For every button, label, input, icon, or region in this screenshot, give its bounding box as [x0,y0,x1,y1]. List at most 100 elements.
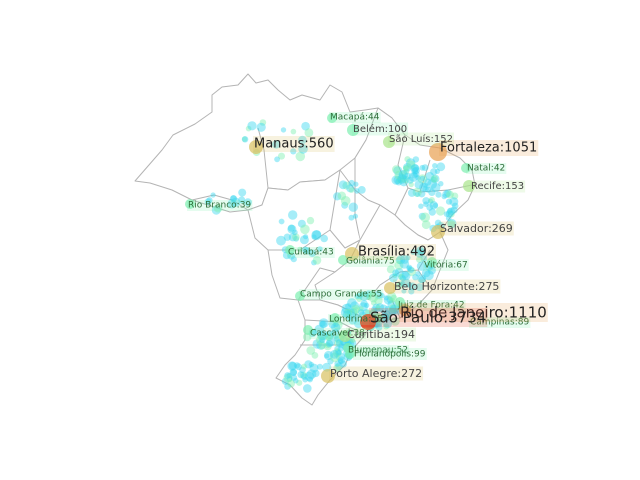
small-city-bubble [346,184,355,193]
small-city-bubble [371,306,378,313]
small-city-bubble [393,176,402,185]
city-bubble-belem[interactable] [347,124,359,136]
small-city-bubble [414,180,424,190]
city-label-blumenau: Blumenau:52 [348,346,408,356]
city-bubble-macapa[interactable] [327,113,337,123]
small-city-bubble [334,339,342,347]
small-city-bubble [446,190,454,199]
city-bubble-florianopolis[interactable] [345,349,355,359]
city-label-bg-sao-paulo [369,308,488,327]
small-city-bubble [358,302,368,312]
city-bubble-natal[interactable] [461,163,471,173]
city-bubble-londrina[interactable] [330,313,340,323]
small-city-bubble [416,261,427,271]
small-city-bubble [348,202,358,212]
city-bubble-fortaleza[interactable] [429,143,447,161]
small-city-bubble [366,293,372,299]
small-city-bubble [396,176,403,184]
city-bubble-rio-de-janeiro[interactable] [399,304,411,316]
small-city-bubble [444,189,452,197]
city-bubble-salvador[interactable] [431,225,445,239]
small-city-bubble [419,175,426,182]
city-bubble-recife[interactable] [463,180,475,192]
small-city-bubble [365,290,372,297]
city-label-manaus: Manaus:560 [254,137,334,152]
city-label-bg-florianopolis [353,348,427,360]
small-city-bubble [364,302,370,308]
small-city-bubble [314,324,325,335]
small-city-bubble [325,340,333,348]
city-bubble-rio-branco[interactable] [185,199,195,209]
small-city-bubble [347,308,355,316]
city-label-bg-campinas [469,317,531,328]
small-city-bubble [276,235,286,246]
city-label-juiz-de-fora: Juiz de Fora:42 [397,301,465,311]
small-city-bubble [297,371,305,379]
small-city-bubble [432,163,438,169]
small-city-bubble [387,300,397,310]
city-bubble-brasilia[interactable] [345,247,359,261]
small-city-bubble [338,358,344,364]
small-city-bubble [406,265,412,271]
city-bubble-manaus[interactable] [249,140,263,154]
small-city-bubble [403,165,410,172]
small-city-bubble [336,350,342,356]
small-city-bubble [337,356,346,365]
small-city-bubble [434,219,442,227]
small-city-bubble [418,276,426,284]
small-city-bubble [407,188,416,197]
labeled-city-bubbles [185,113,475,383]
city-bubble-cascavel[interactable] [303,325,313,335]
city-bubble-sao-luis[interactable] [383,136,395,148]
small-city-bubble [395,281,404,290]
small-city-bubble [283,233,291,241]
small-city-bubble [312,255,322,265]
small-city-bubble [370,300,377,306]
small-city-bubble [352,313,359,320]
city-bubble-porto-alegre[interactable] [321,369,335,383]
city-label-sao-luis: São Luís:152 [389,133,453,145]
small-city-bubble [335,352,345,362]
city-bubble-cuiaba[interactable] [285,245,295,255]
small-city-bubble [369,290,375,296]
city-label-natal: Natal:42 [467,164,505,174]
small-city-bubble [392,269,400,277]
city-label-bg-campo-grande [299,289,384,300]
small-city-bubble [256,122,266,132]
city-label-sao-paulo: São Paulo:3734 [370,309,486,327]
small-city-bubble [421,220,431,230]
small-city-bubble [316,340,326,350]
city-bubble-campo-grande[interactable] [295,291,305,301]
small-city-bubble [311,230,322,241]
city-bubble-juiz-de-fora[interactable] [395,297,405,307]
small-city-bubble [330,328,341,339]
small-city-bubble [306,369,317,380]
small-city-bubble [419,183,428,192]
small-city-bubble [206,197,213,204]
city-label-vitoria: Vitória:67 [424,260,468,271]
small-city-bubble [387,291,397,301]
small-city-bubble [401,175,410,184]
small-city-bubble [342,181,351,190]
small-city-bubble [299,235,309,245]
small-city-bubble [288,361,297,370]
small-city-bubble [386,296,393,303]
small-city-bubble [407,267,417,277]
small-city-bubble [394,170,404,180]
city-bubble-vitoria[interactable] [427,257,437,267]
city-bubble-belo-horizonte[interactable] [384,282,396,294]
city-label-fortaleza: Fortaleza:1051 [440,141,537,156]
small-city-bubble [324,342,331,349]
city-bubble-goiania[interactable] [338,255,348,265]
small-city-bubble [359,291,366,298]
small-city-bubble [412,187,422,197]
city-bubble-curitiba[interactable] [339,330,351,342]
city-bubble-sao-paulo[interactable] [360,314,376,330]
small-city-bubble [329,350,339,359]
small-city-bubble [415,283,424,292]
small-city-bubble [308,249,317,257]
small-city-bubble [298,144,308,154]
small-city-bubble [288,210,298,220]
small-city-bubble [398,274,404,280]
small-city-bubble [427,266,436,275]
